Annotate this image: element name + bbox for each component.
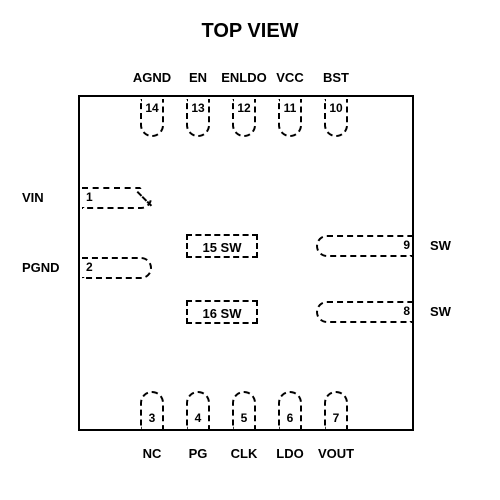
pin-9-number: 9 — [390, 238, 410, 252]
pin-3-number: 3 — [138, 411, 166, 425]
sw-block-2: 16 SW — [186, 300, 258, 324]
pin-5-number: 5 — [230, 411, 258, 425]
pin-10-number: 10 — [322, 101, 350, 115]
diagram-title: TOP VIEW — [0, 20, 500, 43]
pin-8-label: SW — [430, 304, 451, 319]
pin-2-number: 2 — [86, 260, 106, 274]
pin-7-number: 7 — [322, 411, 350, 425]
pin-12-number: 12 — [230, 101, 258, 115]
pin-13-number: 13 — [184, 101, 212, 115]
pin-1-number: 1 — [86, 190, 106, 204]
pin-11-number: 11 — [276, 101, 304, 115]
pin-14-number: 14 — [138, 101, 166, 115]
pin-1-label: VIN — [22, 190, 44, 205]
pin-9-label: SW — [430, 238, 451, 253]
pin-10-label: BST — [308, 70, 364, 85]
pin-2-label: PGND — [22, 260, 60, 275]
sw-block-1: 15 SW — [186, 234, 258, 258]
pin-8-number: 8 — [390, 304, 410, 318]
pin-7-label: VOUT — [308, 446, 364, 461]
pin-4-number: 4 — [184, 411, 212, 425]
pin-6-number: 6 — [276, 411, 304, 425]
